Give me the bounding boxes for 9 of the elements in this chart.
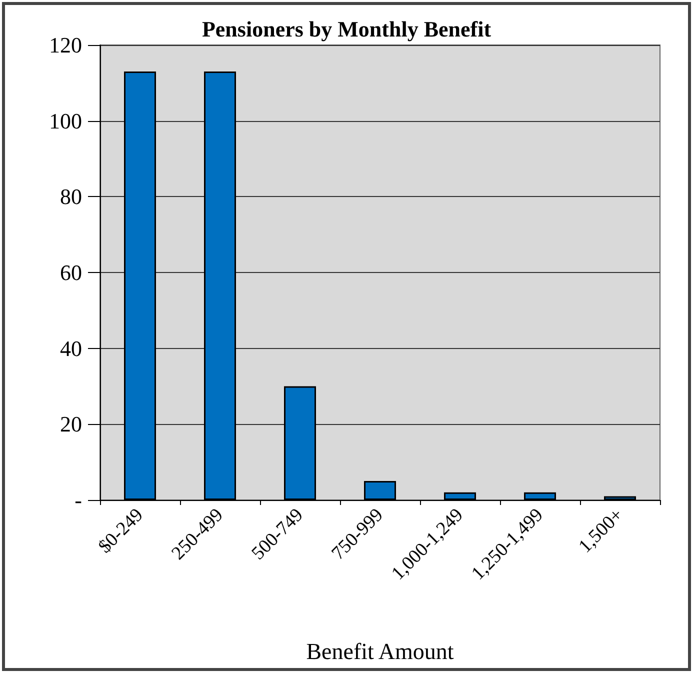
- y-tick-label: 60: [60, 260, 82, 285]
- y-tick-label: 100: [49, 108, 82, 134]
- y-tick-label: 120: [49, 32, 82, 58]
- y-tick-label: 80: [60, 184, 82, 210]
- y-tick-label: -: [74, 488, 82, 512]
- chart-title: Pensioners by Monthly Benefit: [202, 16, 492, 42]
- x-axis-title: Benefit Amount: [306, 639, 454, 664]
- y-tick-label: 20: [60, 412, 82, 437]
- y-tick-label: 40: [60, 336, 82, 361]
